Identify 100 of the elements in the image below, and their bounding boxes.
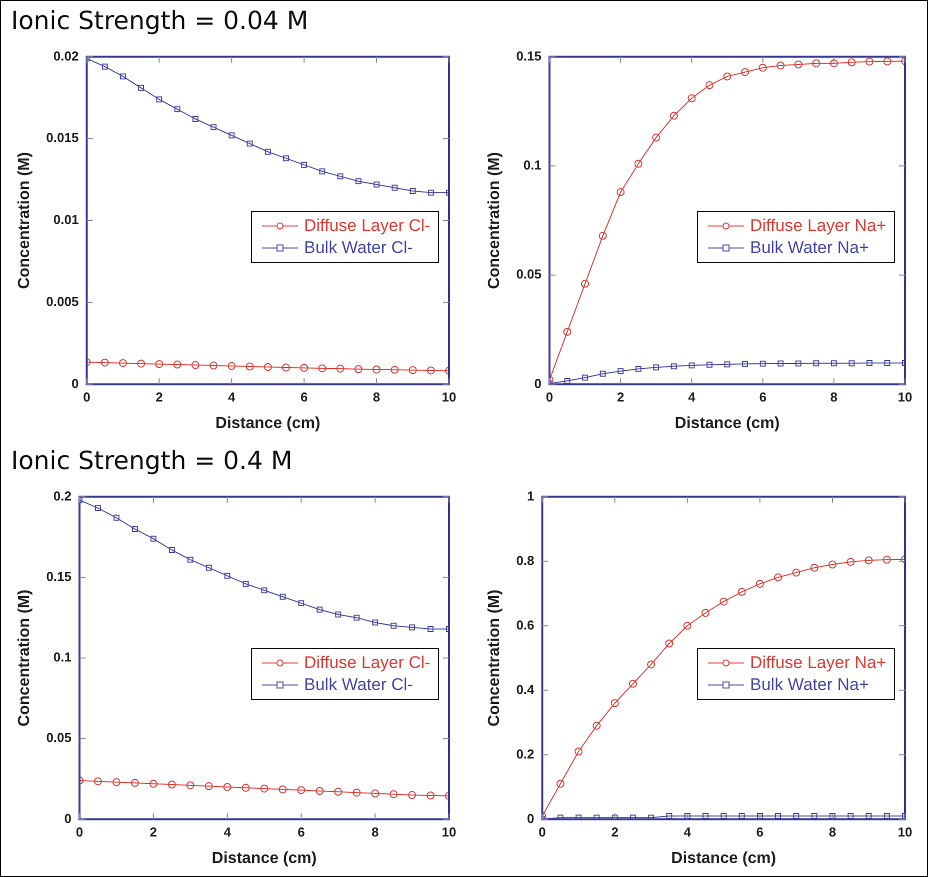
x-tick-label: 4 [688, 390, 696, 405]
x-tick-label: 10 [898, 390, 912, 405]
point [758, 64, 767, 72]
point [865, 58, 874, 66]
point [374, 182, 380, 188]
x-tick-label: 10 [898, 824, 912, 840]
point [204, 782, 213, 790]
point [428, 626, 434, 632]
point [192, 116, 198, 122]
point [318, 364, 326, 372]
y-axis-title: Concentration (M) [486, 152, 504, 289]
x-tick-label: 10 [442, 390, 456, 405]
x-tick-label: 6 [298, 824, 305, 840]
x-tick-label: 6 [300, 390, 308, 405]
point [556, 780, 564, 788]
point [830, 59, 838, 68]
point [720, 813, 727, 819]
point [354, 365, 362, 374]
point [688, 94, 696, 102]
point [848, 58, 856, 66]
x-tick-label: 4 [228, 390, 236, 405]
point [618, 368, 624, 374]
point [298, 600, 304, 606]
point [428, 190, 434, 196]
point [684, 813, 690, 819]
point [118, 359, 127, 368]
point [600, 370, 606, 377]
point [156, 96, 162, 102]
point [774, 573, 782, 582]
y-tick-label: 0.05 [46, 730, 72, 746]
point [174, 106, 180, 112]
point [335, 612, 342, 618]
point [741, 68, 750, 76]
point [670, 112, 678, 120]
point [352, 788, 361, 797]
point [635, 366, 642, 372]
point [223, 782, 232, 791]
point [228, 362, 236, 370]
point [224, 572, 230, 579]
point [319, 168, 326, 174]
y-tick-label: 0 [527, 810, 534, 826]
x-tick-label: 8 [828, 824, 836, 840]
point [628, 680, 637, 688]
x-tick-label: 6 [759, 390, 766, 405]
point [848, 360, 855, 366]
point [94, 777, 102, 786]
y-tick-label: 0.15 [516, 48, 542, 64]
y-tick-label: 1 [527, 488, 534, 504]
point [866, 813, 872, 819]
point [665, 639, 674, 648]
x-axis-title: Distance (cm) [674, 414, 780, 432]
x-tick-label: 4 [224, 824, 232, 840]
point [246, 140, 253, 147]
y-axis-title: Concentration (M) [486, 590, 504, 726]
point [210, 124, 216, 130]
point [354, 614, 360, 621]
point [582, 374, 588, 381]
point [206, 564, 212, 571]
x-tick-label: 4 [684, 824, 692, 840]
x-axis-title: Distance (cm) [215, 414, 320, 432]
point [130, 778, 139, 787]
point [264, 148, 271, 155]
y-tick-label: 0 [71, 376, 79, 391]
point [408, 366, 417, 374]
point [228, 132, 235, 138]
point [390, 366, 399, 374]
point [100, 358, 109, 367]
point [242, 784, 250, 792]
y-tick-label: 0.6 [516, 617, 534, 632]
point [883, 57, 892, 66]
point [95, 505, 101, 512]
point [168, 547, 175, 553]
point [187, 556, 194, 563]
point [653, 364, 660, 370]
x-tick-label: 2 [616, 390, 624, 405]
point [760, 360, 766, 367]
x-axis-title: Distance (cm) [671, 850, 776, 867]
point [592, 722, 601, 730]
point [795, 360, 802, 366]
point [261, 587, 268, 594]
legend-label: Diffuse Layer Na+ [750, 214, 886, 237]
x-tick-label: 0 [546, 390, 554, 405]
legend-label: Diffuse Layer Cl- [304, 652, 430, 674]
point [355, 178, 362, 184]
point [738, 588, 746, 596]
point [372, 365, 381, 374]
point [246, 362, 254, 371]
legend-label: Bulk Water Cl- [304, 236, 413, 259]
point [264, 363, 272, 372]
x-axis-title: Distance (cm) [212, 850, 317, 867]
point [793, 813, 800, 819]
point [846, 558, 855, 566]
point [670, 363, 677, 370]
point [334, 788, 342, 796]
point [173, 360, 182, 369]
point [137, 360, 146, 368]
point [316, 606, 323, 613]
y-axis-title: Concentration (M) [16, 152, 34, 289]
y-tick-label: 0.15 [46, 568, 72, 584]
point [297, 786, 306, 794]
